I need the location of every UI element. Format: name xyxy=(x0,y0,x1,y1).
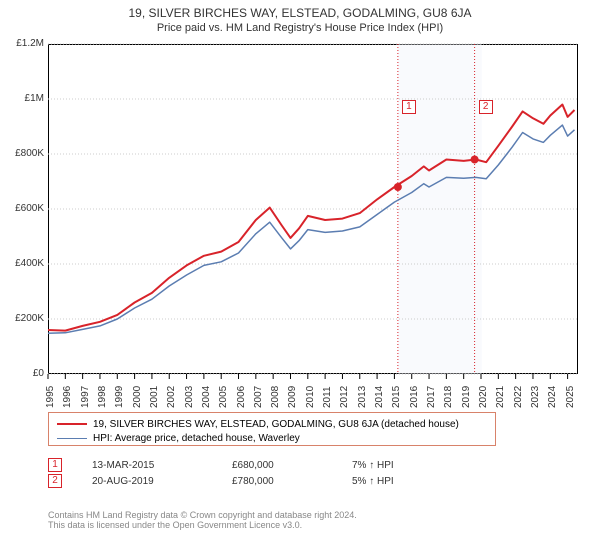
x-tick-label: 2011 xyxy=(322,386,333,408)
event-date: 20-AUG-2019 xyxy=(92,476,202,487)
x-tick-label: 2012 xyxy=(339,386,350,408)
x-tick-label: 2001 xyxy=(149,386,160,408)
y-tick-label: £800K xyxy=(0,148,44,159)
legend-swatch xyxy=(57,438,87,439)
event-row: 2 20-AUG-2019 £780,000 5% ↑ HPI xyxy=(48,474,394,488)
x-tick-label: 2016 xyxy=(409,386,420,408)
event-number: 1 xyxy=(48,458,62,472)
event-price: £680,000 xyxy=(232,460,322,471)
x-tick-label: 2020 xyxy=(478,386,489,408)
event-price: £780,000 xyxy=(232,476,322,487)
y-tick-label: £1M xyxy=(0,93,44,104)
x-tick-label: 2018 xyxy=(443,386,454,408)
event-delta: 7% ↑ HPI xyxy=(352,460,394,471)
x-tick-label: 1995 xyxy=(45,386,56,408)
x-tick-label: 1996 xyxy=(62,386,73,408)
series-property xyxy=(48,105,575,331)
x-tick-label: 2021 xyxy=(495,386,506,408)
x-tick-label: 2014 xyxy=(374,386,385,408)
x-tick-label: 2019 xyxy=(461,386,472,408)
y-tick-label: £200K xyxy=(0,313,44,324)
x-tick-label: 2006 xyxy=(236,386,247,408)
sale-marker xyxy=(394,183,402,191)
x-tick-label: 2023 xyxy=(530,386,541,408)
legend-row: HPI: Average price, detached house, Wave… xyxy=(57,431,487,445)
event-delta: 5% ↑ HPI xyxy=(352,476,394,487)
legend-row: 19, SILVER BIRCHES WAY, ELSTEAD, GODALMI… xyxy=(57,417,487,431)
event-marker-2: 2 xyxy=(479,100,493,114)
x-tick-label: 2013 xyxy=(357,386,368,408)
events-table: 1 13-MAR-2015 £680,000 7% ↑ HPI 2 20-AUG-2019… xyxy=(48,456,394,490)
x-tick-label: 1997 xyxy=(80,386,91,408)
footer-line-2: This data is licensed under the Open Gov… xyxy=(48,520,357,530)
y-tick-label: £0 xyxy=(0,368,44,379)
footer-line-1: Contains HM Land Registry data © Crown c… xyxy=(48,510,357,520)
event-row: 1 13-MAR-2015 £680,000 7% ↑ HPI xyxy=(48,458,394,472)
x-tick-label: 2003 xyxy=(184,386,195,408)
x-tick-label: 2000 xyxy=(132,386,143,408)
x-tick-label: 2002 xyxy=(166,386,177,408)
legend-label: HPI: Average price, detached house, Wave… xyxy=(93,433,300,444)
y-tick-label: £600K xyxy=(0,203,44,214)
x-tick-label: 2015 xyxy=(391,386,402,408)
series-hpi xyxy=(48,125,575,333)
y-tick-label: £400K xyxy=(0,258,44,269)
event-date: 13-MAR-2015 xyxy=(92,460,202,471)
x-tick-label: 2007 xyxy=(253,386,264,408)
legend-label: 19, SILVER BIRCHES WAY, ELSTEAD, GODALMI… xyxy=(93,419,459,430)
event-marker-1: 1 xyxy=(402,100,416,114)
x-tick-label: 2010 xyxy=(305,386,316,408)
footer-text: Contains HM Land Registry data © Crown c… xyxy=(48,510,357,530)
x-tick-label: 1998 xyxy=(97,386,108,408)
x-tick-label: 2005 xyxy=(218,386,229,408)
x-tick-label: 2009 xyxy=(287,386,298,408)
y-tick-label: £1.2M xyxy=(0,38,44,49)
x-tick-label: 2008 xyxy=(270,386,281,408)
x-tick-label: 2022 xyxy=(513,386,524,408)
x-tick-label: 2024 xyxy=(547,386,558,408)
x-tick-label: 1999 xyxy=(114,386,125,408)
legend-swatch xyxy=(57,423,87,425)
sale-marker xyxy=(471,156,479,164)
x-tick-label: 2025 xyxy=(565,386,576,408)
x-tick-label: 2017 xyxy=(426,386,437,408)
legend-box: 19, SILVER BIRCHES WAY, ELSTEAD, GODALMI… xyxy=(48,412,496,446)
event-number: 2 xyxy=(48,474,62,488)
x-tick-label: 2004 xyxy=(201,386,212,408)
